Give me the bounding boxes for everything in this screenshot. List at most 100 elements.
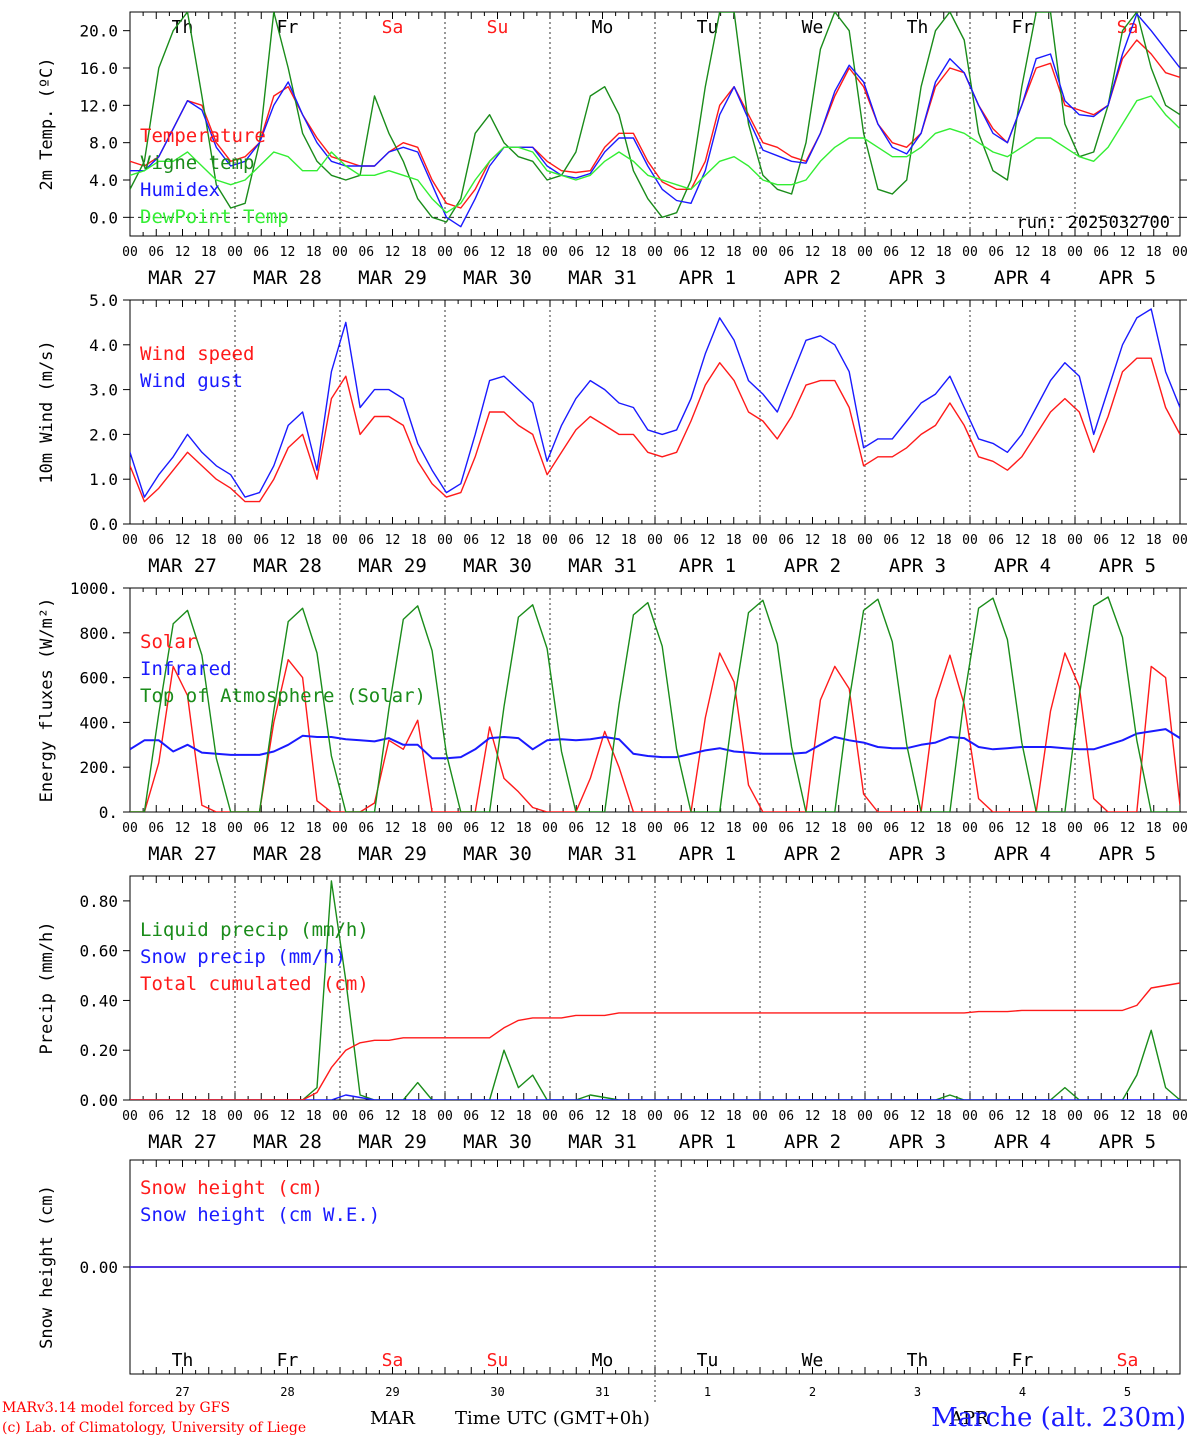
date-label: APR 3: [889, 1131, 946, 1153]
hour-tick-label: 12: [910, 821, 926, 836]
hour-tick-label: 00: [647, 245, 663, 260]
hour-tick-label: 00: [1067, 1109, 1083, 1124]
date-label: MAR 31: [568, 555, 637, 577]
hour-tick-label: 12: [175, 1109, 191, 1124]
hour-tick-label: 12: [280, 245, 296, 260]
hour-tick-label: 06: [358, 821, 374, 836]
hour-tick-label: 06: [778, 533, 794, 548]
hour-tick-label: 06: [1093, 533, 1109, 548]
legend-entry: Snow precip (mm/h): [140, 946, 346, 968]
hour-tick-label: 12: [385, 245, 401, 260]
hour-tick-label: 18: [516, 821, 532, 836]
hour-tick-label: 06: [988, 533, 1004, 548]
y-tick-label: 0.40: [79, 991, 118, 1010]
hour-tick-label: 00: [437, 533, 453, 548]
y-axis-label: Energy fluxes (W/m²): [37, 598, 57, 803]
hour-tick-label: 00: [542, 821, 558, 836]
hour-tick-label: 00: [752, 245, 768, 260]
hour-tick-label: 12: [280, 821, 296, 836]
date-label: MAR 30: [463, 843, 532, 865]
series-line-red: [130, 982, 1180, 1100]
hour-tick-label: 12: [595, 1109, 611, 1124]
hour-tick-label: 12: [805, 245, 821, 260]
date-label: MAR 30: [463, 267, 532, 289]
series-group: [130, 12, 1180, 228]
y-tick-label: 8.0: [89, 134, 118, 153]
hour-tick-label: 12: [700, 1109, 716, 1124]
legend-entry: Snow height (cm W.E.): [140, 1204, 380, 1226]
weekday-label: Mo: [592, 1350, 614, 1371]
day-number-label: 27: [175, 1385, 189, 1399]
hour-tick-label: 00: [542, 1109, 558, 1124]
hour-tick-label: 18: [411, 245, 427, 260]
date-label: APR 1: [679, 1131, 736, 1153]
y-tick-label: 0.0: [89, 208, 118, 227]
y-tick-label: 16.0: [79, 59, 118, 78]
hour-tick-label: 18: [516, 1109, 532, 1124]
hour-tick-label: 06: [778, 245, 794, 260]
hour-tick-label: 18: [936, 533, 952, 548]
hour-tick-label: 00: [857, 1109, 873, 1124]
weekday-label: Fr: [277, 1350, 299, 1371]
day-number-label: 30: [490, 1385, 504, 1399]
series-group: [130, 596, 1180, 812]
weekday-label: Th: [907, 1350, 929, 1371]
hour-tick-label: 00: [542, 245, 558, 260]
date-label: APR 2: [784, 267, 841, 289]
hour-tick-label: 06: [1093, 1109, 1109, 1124]
y-tick-label: 400.: [79, 713, 118, 732]
hour-tick-label: 18: [831, 1109, 847, 1124]
hour-tick-label: 06: [148, 245, 164, 260]
hour-tick-label: 18: [1146, 533, 1162, 548]
hour-tick-label: 18: [621, 821, 637, 836]
station-label: Marche (alt. 230m): [931, 1403, 1186, 1433]
hour-tick-label: 06: [253, 1109, 269, 1124]
date-label: APR 3: [889, 555, 946, 577]
y-tick-label: 600.: [79, 669, 118, 688]
y-tick-label: 4.0: [89, 336, 118, 355]
hour-tick-label: 06: [988, 245, 1004, 260]
panel-1: 0.0 4.0 8.0 12.0 16.0 20.0 2m Temp. (ºC) Th Fr Sa…: [37, 11, 1188, 289]
hour-tick-label: 18: [726, 1109, 742, 1124]
weekday-label: Sa: [382, 17, 404, 38]
hour-tick-label: 00: [227, 821, 243, 836]
hour-tick-label: 06: [673, 245, 689, 260]
hour-tick-label: 18: [1146, 245, 1162, 260]
hour-tick-label: 06: [883, 1109, 899, 1124]
hour-tick-label: 00: [437, 821, 453, 836]
weekday-label: Th: [172, 17, 194, 38]
hour-tick-label: 12: [490, 245, 506, 260]
hour-tick-label: 18: [831, 821, 847, 836]
hour-tick-label: 06: [148, 1109, 164, 1124]
hour-tick-label: 00: [1172, 245, 1188, 260]
y-tick-label: 0.00: [79, 1258, 118, 1277]
series-line-green: [130, 12, 1180, 223]
hour-tick-label: 18: [411, 533, 427, 548]
hour-tick-label: 00: [332, 245, 348, 260]
hour-tick-label: 12: [1015, 821, 1031, 836]
y-tick-label: 1000.: [70, 579, 118, 598]
legend-entry: DewPoint Temp: [140, 206, 289, 228]
date-label: APR 5: [1099, 555, 1156, 577]
series-group: [130, 880, 1180, 1100]
hour-tick-label: 06: [883, 533, 899, 548]
hour-tick-label: 06: [673, 1109, 689, 1124]
hour-tick-label: 00: [1067, 533, 1083, 548]
hour-tick-label: 06: [253, 245, 269, 260]
hour-tick-label: 00: [332, 1109, 348, 1124]
hour-tick-label: 18: [306, 821, 322, 836]
date-label: APR 4: [994, 1131, 1051, 1153]
hour-tick-label: 00: [962, 245, 978, 260]
legend-entry: Snow height (cm): [140, 1177, 323, 1199]
weekday-label: Fr: [277, 17, 299, 38]
date-label: MAR 29: [358, 555, 427, 577]
date-label: APR 1: [679, 555, 736, 577]
legend-entry: Wind speed: [140, 343, 254, 365]
hour-tick-label: 18: [831, 245, 847, 260]
hour-tick-label: 00: [332, 821, 348, 836]
hour-tick-label: 00: [752, 533, 768, 548]
legend-entry: Solar: [140, 631, 197, 653]
y-tick-label: 5.0: [89, 291, 118, 310]
hour-tick-label: 12: [490, 1109, 506, 1124]
